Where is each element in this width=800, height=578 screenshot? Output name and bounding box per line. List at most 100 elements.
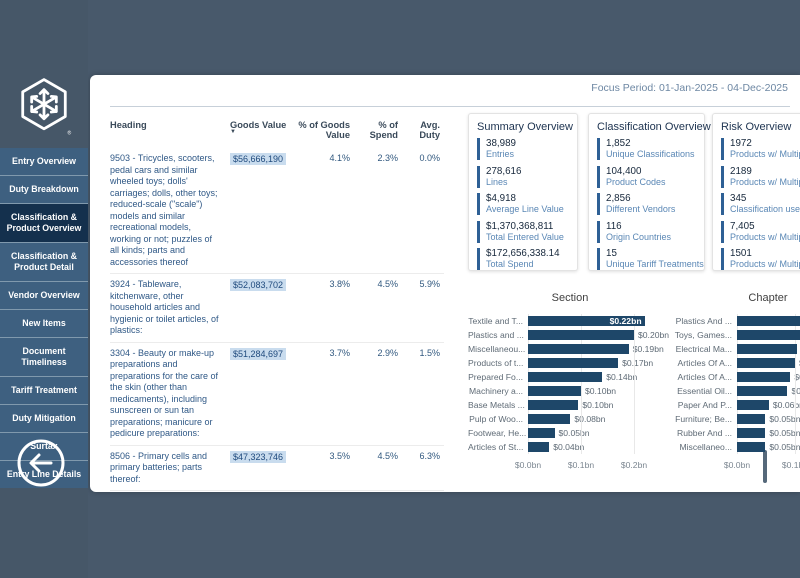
goods-value-databar: $47,323,746 [230, 450, 287, 463]
bar-category-label: Footwear, He... [468, 428, 527, 438]
bar-category-label: Furniture; Be... [675, 414, 732, 424]
bar-pulp-of-wood[interactable] [528, 414, 571, 424]
metric-value: 278,616 [486, 165, 522, 177]
summary-overview-card: Summary Overview 38,989 Entries 278,616 … [468, 113, 578, 271]
bar-footwear[interactable] [528, 428, 555, 438]
bar-rubber[interactable] [737, 428, 766, 438]
metric-label: Products w/ Multiple Ta [730, 176, 800, 187]
section-bar-chart: Section Textile and T... $0.22bn Plastics… [468, 292, 767, 484]
metric-total-spend: $172,656,338.14 Total Spend [477, 248, 569, 270]
sidebar-item-classification-product-overview[interactable]: Classification & Product Overview [0, 202, 88, 242]
goods-value-cell: $51,284,697 [230, 347, 290, 440]
bar-miscellaneous[interactable] [528, 344, 629, 354]
col-header-heading[interactable]: Heading [110, 120, 147, 130]
gridline [795, 314, 796, 454]
pct-spend-cell: 2.9% [377, 347, 398, 358]
sidebar-item-surtax[interactable]: Surtax [0, 431, 88, 460]
avg-duty-cell: 5.9% [419, 279, 440, 289]
bar-miscellaneous-ch[interactable] [737, 442, 766, 452]
bar-category-label: Articles Of A... [677, 358, 732, 368]
sidebar-item-classification-product-detail[interactable]: Classification & Product Detail [0, 241, 88, 281]
metric-label: Unique Classifications [606, 149, 695, 159]
bar-articles-of-stone[interactable] [528, 442, 550, 452]
bar-prepared-food[interactable] [528, 372, 603, 382]
back-button[interactable] [15, 437, 67, 489]
metric-value: 116 [606, 220, 622, 232]
pct-spend-cell: 4.5% [377, 450, 398, 461]
bar-category-label: Textile and T... [468, 316, 523, 326]
bar-textile[interactable]: $0.22bn [528, 316, 645, 326]
bar-paper[interactable] [737, 400, 769, 410]
bar-value-label: $0.10bn [585, 386, 617, 396]
bar-machinery[interactable] [528, 386, 581, 396]
metric-label: Lines [486, 176, 508, 187]
sidebar-item-new-items[interactable]: New Items [0, 308, 88, 337]
company-logo: ® [16, 76, 72, 140]
sidebar-item-vendor-overview[interactable]: Vendor Overview [0, 280, 88, 309]
bar-value-label: $0.04bn [553, 442, 585, 452]
metric-unique-classifications: 1,852 Unique Classifications [597, 138, 696, 160]
pct-goods-value-cell: 3.8% [329, 279, 350, 289]
bar-articles-of-a2[interactable] [737, 372, 791, 382]
table-row[interactable]: 3304 - Beauty or make-up preparations an… [110, 343, 444, 446]
bar-products-of[interactable] [528, 358, 619, 368]
chapter-bar-chart: Chapter Plastics And ...$0.12bn Toys, Ga… [668, 292, 800, 484]
bar-category-label: Products of t... [468, 358, 524, 368]
section-plot-area: Textile and T... $0.22bn Plastics and ...… [468, 314, 672, 454]
pct-spend-cell: 4.5% [377, 279, 398, 289]
metric-label: Total Spend [486, 259, 534, 269]
bar-plastics-ch[interactable] [737, 316, 800, 326]
bar-electrical[interactable] [737, 344, 798, 354]
bar-category-label: Plastics and ... [468, 330, 524, 340]
table-row[interactable]: 9503 - Tricycles, scooters, pedal cars a… [110, 148, 444, 274]
bar-articles-of-a1[interactable] [737, 358, 795, 368]
metric-total-entered-value: $1,370,368,811 Total Entered Value [477, 220, 569, 243]
col-header-pct-spend[interactable]: % of Spend [369, 120, 398, 140]
bar-value-label: $0.05bn [769, 442, 800, 452]
metric-value: 345 [730, 193, 747, 204]
registered-trademark-icon: ® [68, 129, 72, 136]
bar-base-metals[interactable] [528, 400, 579, 410]
bar-furniture[interactable] [737, 414, 766, 424]
sidebar-item-entry-overview[interactable]: Entry Overview [0, 148, 88, 175]
metric-value: 1,852 [606, 138, 631, 149]
heading-table: Heading Goods Value ▼ % of Goods Value %… [110, 115, 444, 492]
risk-metric-5: 1501 Products w/ Multiple Or [721, 248, 800, 270]
gridline [737, 314, 738, 454]
bar-category-label: Plastics And ... [675, 316, 732, 326]
bar-category-label: Paper And P... [677, 400, 732, 410]
sidebar-item-document-timeliness[interactable]: Document Timeliness [0, 336, 88, 376]
table-row[interactable]: 4015 - Articles of apparel and clothing … [110, 491, 444, 492]
bar-category-label: Miscellaneou... [468, 344, 526, 354]
metric-lines: 278,616 Lines [477, 165, 569, 188]
sidebar-item-duty-breakdown[interactable]: Duty Breakdown [0, 174, 88, 203]
axis-tick: $0.0bn [514, 460, 542, 470]
col-header-goods-value[interactable]: Goods Value ▼ [230, 120, 290, 140]
sidebar-item-tariff-treatment[interactable]: Tariff Treatment [0, 375, 88, 404]
avg-duty-cell: 6.3% [419, 450, 440, 461]
table-row[interactable]: 8506 - Primary cells and primary batteri… [110, 446, 444, 491]
metric-value: 1501 [730, 248, 752, 259]
axis-tick: $0.1bn [567, 460, 595, 470]
metric-value: 38,989 [486, 138, 516, 149]
bar-toys-games[interactable] [737, 330, 800, 340]
goods-value-cell: $47,323,746 [230, 450, 290, 486]
table-row[interactable]: 3924 - Tableware, kitchenware, other hou… [110, 274, 444, 343]
bar-plastics[interactable] [528, 330, 634, 340]
bar-category-label: Electrical Ma... [675, 344, 732, 354]
sidebar-item-duty-mitigation[interactable]: Duty Mitigation [0, 403, 88, 432]
metric-label: Different Vendors [606, 204, 676, 214]
bar-value-label: $0.05bn [558, 428, 590, 438]
chart-title: Chapter [748, 292, 788, 304]
col-header-avg-duty[interactable]: Avg. Duty [419, 120, 440, 140]
chapter-plot-area: Plastics And ...$0.12bn Toys, Games...$0… [668, 314, 800, 454]
bar-value-label: $0.22bn [609, 316, 642, 326]
metric-label: Products w/ Multiple Ve [730, 231, 800, 242]
metric-label: Total Entered Value [486, 231, 564, 242]
sidebar: ® Entry Overview Duty Breakdown Classifi… [0, 0, 88, 578]
bar-essential-oils[interactable] [737, 386, 788, 396]
section-chart-scrollbar[interactable] [763, 450, 767, 483]
col-header-pct-goods-value[interactable]: % of Goods Value [298, 120, 350, 140]
pct-spend-cell: 2.3% [377, 153, 398, 163]
goods-value-databar: $52,083,702 [230, 279, 287, 291]
